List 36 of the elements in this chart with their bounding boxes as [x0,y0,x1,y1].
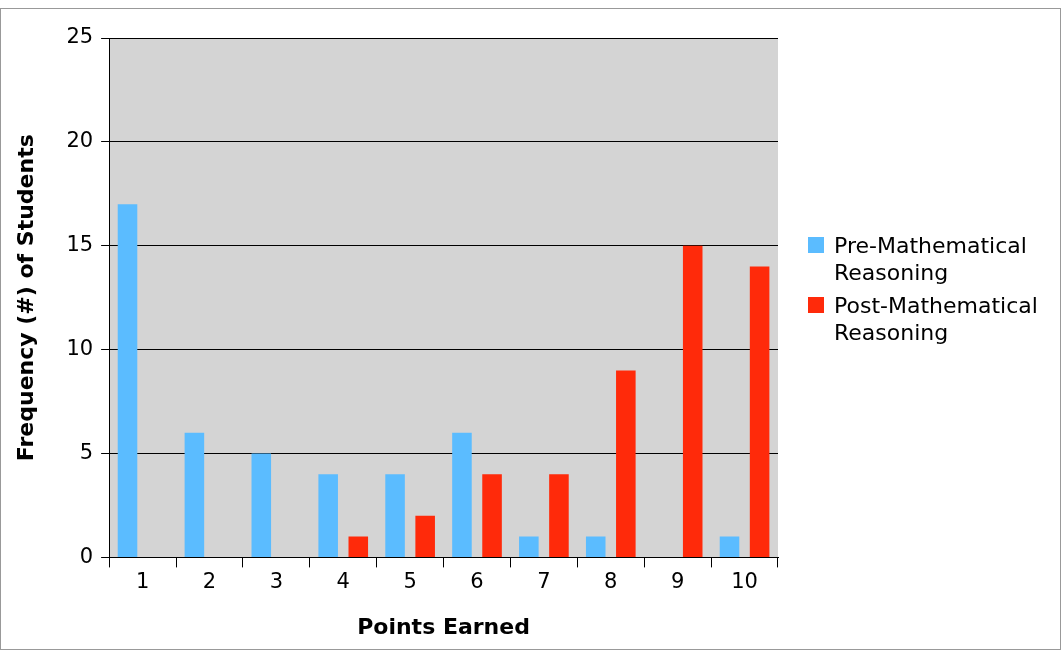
x-tick-label: 2 [202,569,217,594]
y-axis-title: Frequency (#) of Students [12,134,38,462]
bar [415,515,435,557]
x-tick-label: 8 [604,569,618,594]
bar [616,370,636,557]
x-tick-label: 10 [731,569,758,594]
bar [719,536,740,557]
bar [519,536,539,557]
y-tick-label: 5 [79,439,94,464]
bar [385,474,405,557]
bar [117,204,138,557]
x-tick-label: 7 [537,569,551,594]
bar [318,474,338,557]
bar [251,453,272,557]
x-tick-label: 5 [403,569,417,594]
bar [549,474,569,557]
bar [749,266,770,557]
bar [585,536,606,557]
x-tick-label: 9 [670,569,685,594]
y-tick-label: 25 [66,24,94,49]
y-tick-label: 20 [66,128,94,153]
bar [682,245,703,557]
y-tick-label: 0 [79,543,94,568]
bar [482,474,502,557]
bar [452,432,472,557]
x-tick-label: 3 [269,569,284,594]
x-axis-title: Points Earned [357,613,530,639]
x-tick-label: 1 [135,569,150,594]
y-tick-label: 10 [66,336,94,361]
bar [348,536,369,557]
legend-label: Post-Mathematical Reasoning [834,292,1039,346]
bar [184,432,205,557]
x-tick-label: 6 [470,569,484,594]
x-tick-label: 4 [336,569,350,594]
y-tick-label: 15 [66,232,94,257]
legend-label: Pre-Mathematical Reasoning [834,232,1028,286]
